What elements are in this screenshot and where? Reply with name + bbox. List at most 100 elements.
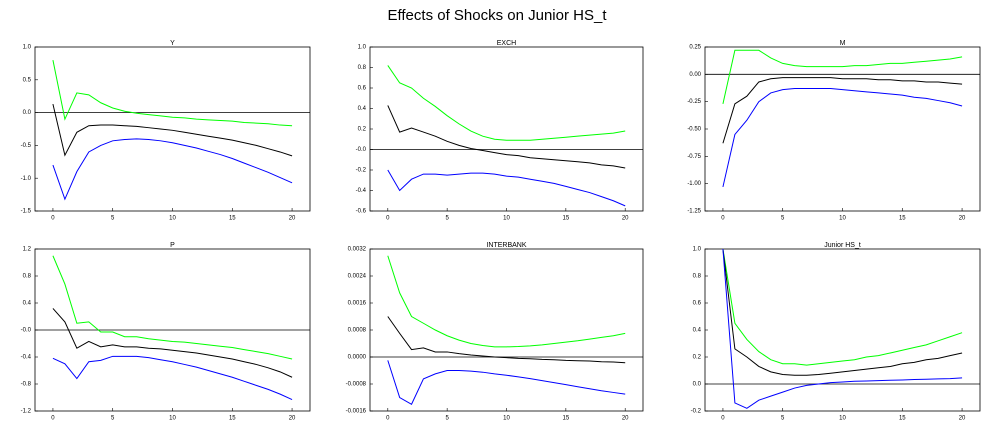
panel-title: Y [170, 40, 175, 47]
x-tick-label: 20 [959, 416, 966, 421]
y-tick-label: 0.8 [23, 274, 32, 280]
x-tick-label: 0 [386, 216, 390, 222]
x-tick-label: 0 [721, 416, 725, 421]
y-tick-label: -1.2 [21, 409, 32, 415]
x-tick-label: 20 [289, 416, 296, 421]
y-tick-label: 0.8 [358, 65, 367, 71]
x-tick-label: 20 [622, 216, 629, 222]
y-tick-label: -0.50 [687, 127, 701, 133]
panel-title: M [840, 40, 846, 47]
x-tick-label: 10 [169, 216, 176, 222]
x-tick-label: 0 [51, 416, 55, 421]
y-tick-label: -0.25 [687, 99, 701, 105]
series-line [722, 88, 963, 188]
y-tick-label: -0.2 [356, 168, 367, 174]
series-line [52, 255, 293, 360]
x-tick-label: 20 [959, 216, 966, 222]
y-tick-label: -0.8 [21, 382, 32, 388]
y-tick-label: -1.5 [21, 209, 32, 215]
y-tick-label: -0.5 [21, 143, 32, 149]
y-tick-label: -1.0 [21, 176, 32, 182]
x-tick-label: 10 [169, 416, 176, 421]
x-tick-label: 20 [289, 216, 296, 222]
x-tick-label: 5 [111, 216, 115, 222]
x-tick-label: 5 [445, 216, 449, 222]
x-tick-label: 5 [781, 216, 785, 222]
y-tick-label: -0.0 [21, 328, 32, 334]
y-tick-label: 0.2 [693, 355, 702, 361]
y-tick-label: 0.0016 [348, 301, 367, 307]
y-tick-label: 1.0 [693, 247, 702, 253]
x-tick-label: 5 [445, 416, 449, 421]
series-line [387, 169, 626, 207]
x-tick-label: 15 [229, 216, 236, 222]
y-tick-label: 0.00 [689, 72, 701, 78]
y-tick-label: 0.0024 [348, 274, 367, 280]
series-line [52, 103, 293, 157]
y-tick-label: 0.4 [358, 106, 367, 112]
x-tick-label: 5 [111, 416, 115, 421]
y-tick-label: -0.4 [356, 188, 367, 194]
y-tick-label: 0.0032 [348, 247, 367, 253]
y-tick-label: 0.2 [358, 127, 367, 133]
y-tick-label: 1.0 [358, 45, 367, 51]
series-line [722, 77, 963, 144]
series-line [387, 316, 626, 364]
series-line [722, 49, 963, 104]
x-tick-label: 15 [563, 416, 570, 421]
series-line [52, 138, 293, 201]
series-line [387, 65, 626, 141]
y-tick-label: 0.5 [23, 77, 32, 83]
y-tick-label: 0.4 [693, 328, 702, 334]
x-tick-label: 15 [563, 216, 570, 222]
y-tick-label: -0.6 [356, 209, 367, 215]
x-tick-label: 5 [781, 416, 785, 421]
y-tick-label: 0.8 [693, 274, 702, 280]
y-tick-label: 0.6 [693, 301, 702, 307]
x-tick-label: 15 [229, 416, 236, 421]
x-tick-label: 10 [839, 216, 846, 222]
y-tick-label: -0.0008 [346, 382, 367, 388]
y-tick-label: -0.0016 [346, 409, 367, 415]
y-tick-label: 0.0008 [348, 328, 367, 334]
y-tick-label: 0.25 [689, 45, 701, 51]
y-tick-label: -0.0 [356, 147, 367, 153]
series-line [722, 248, 963, 409]
y-tick-label: -1.25 [687, 209, 701, 215]
x-tick-label: 15 [899, 216, 906, 222]
series-line [387, 255, 626, 348]
plot-frame [704, 248, 981, 412]
figure-title: Effects of Shocks on Junior HS_t [387, 7, 607, 24]
plot-frame [704, 46, 981, 212]
panel-title: EXCH [497, 40, 516, 47]
y-tick-label: 1.2 [23, 247, 32, 253]
series-line [52, 60, 293, 127]
x-tick-label: 10 [839, 416, 846, 421]
series-line [722, 248, 963, 376]
panel-title: INTERBANK [486, 242, 526, 249]
x-tick-label: 0 [721, 216, 725, 222]
series-line [387, 105, 626, 169]
x-tick-label: 10 [503, 416, 510, 421]
plot-frame [369, 248, 644, 412]
y-tick-label: -0.75 [687, 154, 701, 160]
x-tick-label: 0 [386, 416, 390, 421]
x-tick-label: 15 [899, 416, 906, 421]
series-line [387, 360, 626, 405]
series-line [722, 248, 963, 366]
y-tick-label: -1.00 [687, 181, 701, 187]
y-tick-label: -0.2 [691, 409, 702, 415]
y-tick-label: 0.0 [693, 382, 702, 388]
y-tick-label: 0.6 [358, 86, 367, 92]
y-tick-label: 1.0 [23, 45, 32, 51]
y-tick-label: 0.4 [23, 301, 32, 307]
x-tick-label: 0 [51, 216, 55, 222]
panel-title: P [170, 242, 175, 249]
panel-title: Junior HS_t [824, 242, 861, 249]
plot-frame [369, 46, 644, 212]
plot-frame [34, 46, 311, 212]
x-tick-label: 20 [622, 416, 629, 421]
y-tick-label: -0.4 [21, 355, 32, 361]
series-line [52, 308, 293, 378]
